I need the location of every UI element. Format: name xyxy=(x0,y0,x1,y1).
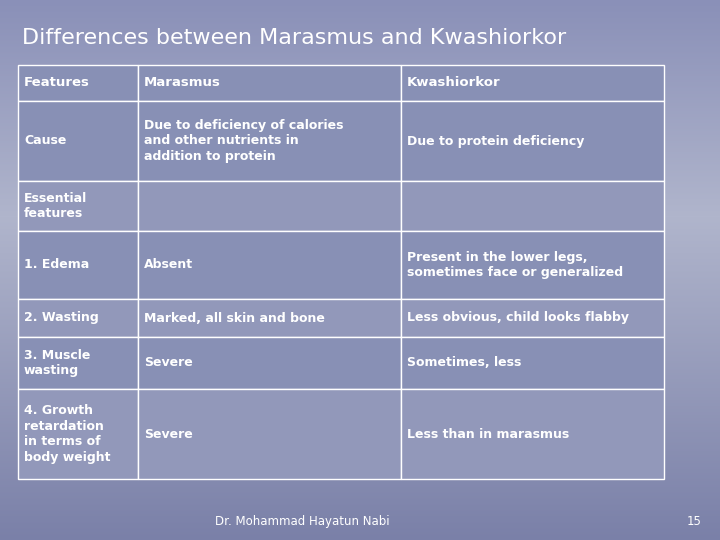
Text: Marasmus: Marasmus xyxy=(144,77,220,90)
Bar xyxy=(18,101,138,181)
Text: Features: Features xyxy=(24,77,90,90)
Bar xyxy=(138,181,401,231)
Bar xyxy=(401,299,665,337)
Bar xyxy=(401,101,665,181)
Text: 1. Edema: 1. Edema xyxy=(24,259,89,272)
Bar xyxy=(138,299,401,337)
Text: Differences between Marasmus and Kwashiorkor: Differences between Marasmus and Kwashio… xyxy=(22,28,566,48)
Text: Present in the lower legs,
sometimes face or generalized: Present in the lower legs, sometimes fac… xyxy=(407,251,624,279)
Text: 3. Muscle
wasting: 3. Muscle wasting xyxy=(24,349,91,377)
Bar xyxy=(138,101,401,181)
Text: Less obvious, child looks flabby: Less obvious, child looks flabby xyxy=(407,312,629,325)
Text: 2. Wasting: 2. Wasting xyxy=(24,312,99,325)
Bar xyxy=(401,337,665,389)
Bar xyxy=(138,65,401,101)
Text: Severe: Severe xyxy=(144,428,192,441)
Bar xyxy=(401,65,665,101)
Bar xyxy=(401,389,665,479)
Bar xyxy=(138,389,401,479)
Bar xyxy=(18,337,138,389)
Bar xyxy=(18,65,138,101)
Bar xyxy=(18,299,138,337)
Text: Due to protein deficiency: Due to protein deficiency xyxy=(407,134,585,147)
Text: Absent: Absent xyxy=(144,259,193,272)
Bar xyxy=(18,389,138,479)
Bar xyxy=(138,337,401,389)
Bar xyxy=(138,231,401,299)
Bar xyxy=(18,231,138,299)
Bar xyxy=(401,181,665,231)
Text: 15: 15 xyxy=(687,515,702,528)
Text: Severe: Severe xyxy=(144,356,192,369)
Text: Kwashiorkor: Kwashiorkor xyxy=(407,77,500,90)
Text: Less than in marasmus: Less than in marasmus xyxy=(407,428,570,441)
Text: Marked, all skin and bone: Marked, all skin and bone xyxy=(144,312,325,325)
Text: 4. Growth
retardation
in terms of
body weight: 4. Growth retardation in terms of body w… xyxy=(24,404,110,464)
Text: Essential
features: Essential features xyxy=(24,192,87,220)
Text: Cause: Cause xyxy=(24,134,66,147)
Text: Sometimes, less: Sometimes, less xyxy=(407,356,521,369)
Text: Dr. Mohammad Hayatun Nabi: Dr. Mohammad Hayatun Nabi xyxy=(215,515,390,528)
Bar xyxy=(401,231,665,299)
Text: Due to deficiency of calories
and other nutrients in
addition to protein: Due to deficiency of calories and other … xyxy=(144,119,343,163)
Bar xyxy=(18,181,138,231)
